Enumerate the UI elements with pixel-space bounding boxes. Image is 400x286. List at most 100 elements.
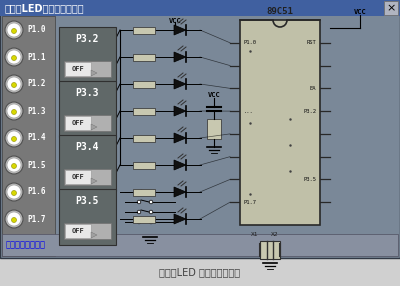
Circle shape [5, 48, 23, 66]
Bar [64, 169, 111, 185]
Bar [65, 224, 91, 238]
Bar [64, 115, 111, 131]
Polygon shape [174, 25, 186, 35]
Polygon shape [174, 106, 186, 116]
Circle shape [7, 104, 21, 118]
Circle shape [12, 55, 16, 61]
Bar [65, 62, 91, 76]
Text: OFF: OFF [72, 174, 84, 180]
Text: EA: EA [310, 86, 316, 91]
Text: 访问平凡的单片机: 访问平凡的单片机 [6, 241, 46, 249]
Text: P1.7: P1.7 [244, 200, 257, 205]
Text: P1.7: P1.7 [27, 214, 46, 223]
Bar [384, 1, 398, 15]
Bar [133, 188, 155, 196]
Text: P1.6: P1.6 [27, 188, 46, 196]
Text: P3.4: P3.4 [76, 142, 99, 152]
Polygon shape [91, 232, 97, 238]
Circle shape [7, 77, 21, 91]
Text: VCC: VCC [208, 92, 220, 98]
Bar [260, 241, 280, 259]
Text: P3.2: P3.2 [76, 34, 99, 44]
Text: P1.1: P1.1 [27, 53, 46, 61]
Circle shape [7, 185, 21, 199]
Circle shape [5, 102, 23, 120]
Bar [133, 27, 155, 33]
Text: VCC: VCC [169, 18, 181, 24]
Bar [133, 162, 155, 168]
Circle shape [12, 136, 16, 142]
Bar [133, 80, 155, 88]
Polygon shape [174, 79, 186, 89]
Text: 键盘、LED 显示实验仿真板: 键盘、LED 显示实验仿真板 [160, 267, 240, 277]
Text: VCC: VCC [354, 9, 366, 15]
Circle shape [137, 200, 141, 204]
Text: P1.5: P1.5 [27, 160, 46, 170]
Bar [207, 119, 221, 139]
Bar [59, 189, 116, 245]
Bar [2, 234, 398, 256]
Circle shape [149, 190, 153, 194]
Bar [59, 27, 116, 83]
Polygon shape [174, 187, 186, 197]
Text: P1.2: P1.2 [27, 80, 46, 88]
Bar [59, 81, 116, 137]
Circle shape [12, 29, 16, 33]
Bar [65, 116, 91, 130]
Text: 89C51: 89C51 [266, 7, 294, 17]
Circle shape [7, 131, 21, 145]
Bar [240, 20, 320, 225]
Circle shape [12, 82, 16, 88]
Circle shape [5, 210, 23, 228]
Polygon shape [174, 214, 186, 224]
Polygon shape [91, 178, 97, 184]
Text: OFF: OFF [72, 228, 84, 234]
Text: P3.3: P3.3 [76, 88, 99, 98]
Text: ×: × [386, 3, 396, 13]
Circle shape [7, 212, 21, 226]
Circle shape [12, 217, 16, 223]
Circle shape [5, 156, 23, 174]
Text: P1.0: P1.0 [27, 25, 46, 35]
Circle shape [12, 190, 16, 196]
Circle shape [137, 210, 141, 214]
Text: ...: ... [244, 109, 254, 114]
Text: P3.5: P3.5 [76, 196, 99, 206]
Text: 键盘、LED显示实验仿真板: 键盘、LED显示实验仿真板 [5, 3, 85, 13]
Circle shape [5, 183, 23, 201]
Text: P3.5: P3.5 [303, 177, 316, 182]
Circle shape [7, 158, 21, 172]
Circle shape [7, 50, 21, 64]
Bar [0, 0, 400, 16]
Text: OFF: OFF [72, 66, 84, 72]
Circle shape [137, 220, 141, 224]
Bar [65, 170, 91, 184]
Text: P1.3: P1.3 [27, 106, 46, 116]
Text: P1.4: P1.4 [27, 134, 46, 142]
Bar [133, 108, 155, 114]
Bar [2, 16, 55, 256]
Bar [64, 61, 111, 77]
Bar [64, 223, 111, 239]
Circle shape [137, 190, 141, 194]
Circle shape [12, 164, 16, 168]
Circle shape [12, 110, 16, 114]
Bar [133, 215, 155, 223]
Polygon shape [174, 133, 186, 143]
Circle shape [149, 200, 153, 204]
Polygon shape [174, 52, 186, 62]
Polygon shape [174, 160, 186, 170]
Circle shape [5, 21, 23, 39]
Text: RST: RST [306, 40, 316, 45]
Bar [133, 53, 155, 61]
Text: X1: X1 [251, 233, 259, 237]
Circle shape [5, 129, 23, 147]
Circle shape [7, 23, 21, 37]
Polygon shape [91, 124, 97, 130]
Polygon shape [91, 70, 97, 76]
Text: OFF: OFF [72, 120, 84, 126]
Bar [133, 134, 155, 142]
Text: X2: X2 [271, 233, 279, 237]
Bar [59, 135, 116, 191]
Text: P1.0: P1.0 [244, 40, 257, 45]
